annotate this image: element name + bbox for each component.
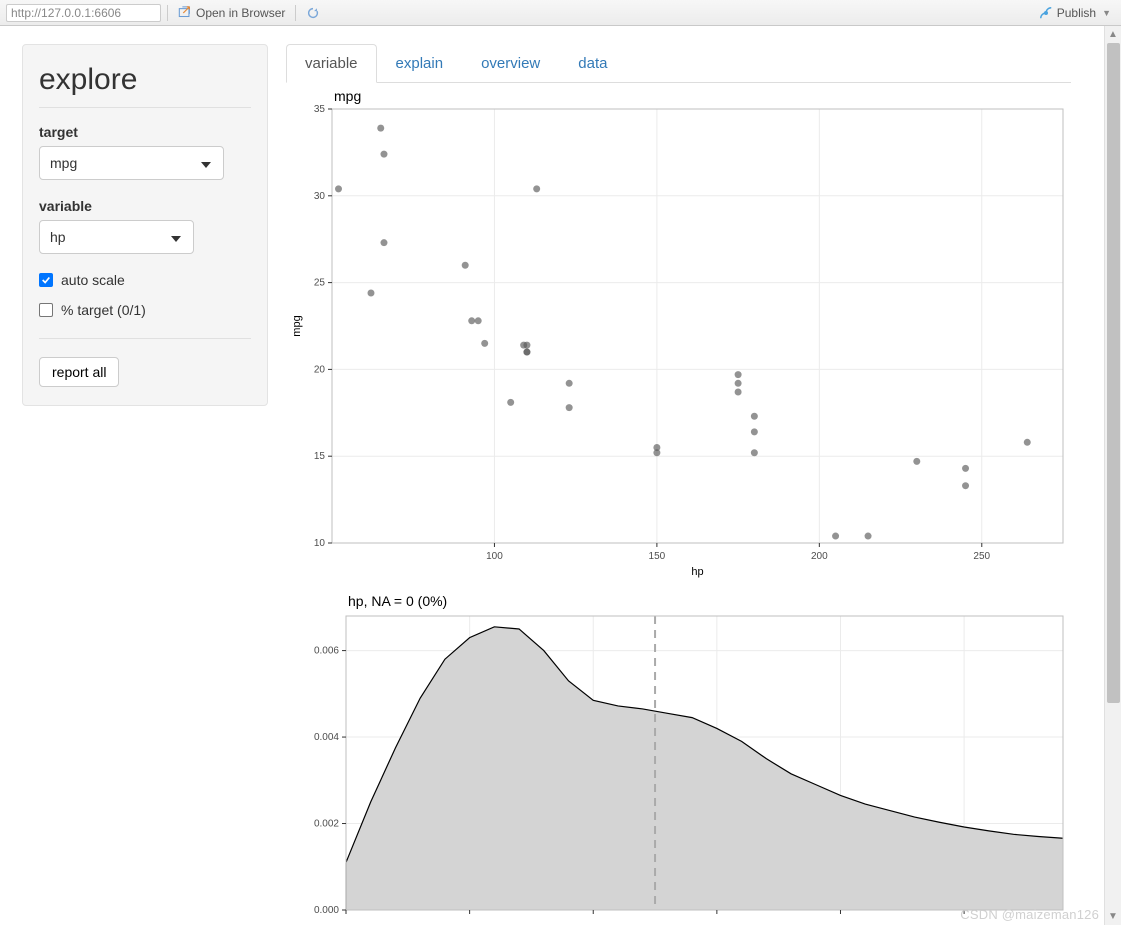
target-select[interactable]: mpg [39,146,224,180]
svg-text:250: 250 [973,551,990,562]
publish-icon [1039,6,1053,20]
toolbar-separator [295,5,296,21]
refresh-icon [306,6,320,20]
target-select-value: mpg [50,155,77,171]
svg-text:0.000: 0.000 [314,905,339,916]
divider [39,107,251,108]
auto-scale-label: auto scale [61,272,125,288]
sidebar-panel: explore target mpg variable hp [22,44,268,406]
auto-scale-checkbox-row[interactable]: auto scale [39,272,251,288]
scroll-thumb[interactable] [1107,43,1120,703]
main-panel: variableexplainoverviewdata mpg 10 15 20 25 3… [286,44,1096,921]
tab-bar: variableexplainoverviewdata [286,44,1071,83]
pct-target-checkbox-row[interactable]: % target (0/1) [39,302,251,318]
tab-data[interactable]: data [559,44,626,83]
svg-text:mpg: mpg [291,315,303,336]
scroll-down-icon[interactable]: ▼ [1105,908,1121,925]
publish-label: Publish [1057,6,1096,20]
checkbox-unchecked-icon [39,303,53,317]
tab-variable[interactable]: variable [286,44,377,83]
sidebar-title: explore [39,63,251,97]
publish-button[interactable]: Publish ▼ [1035,2,1115,24]
svg-text:25: 25 [314,278,326,289]
url-field[interactable]: http://127.0.0.1:6606 [6,4,161,22]
svg-text:30: 30 [314,191,326,202]
svg-text:150: 150 [649,551,666,562]
svg-text:0.002: 0.002 [314,819,339,830]
svg-text:hp: hp [691,566,703,578]
tab-overview[interactable]: overview [462,44,559,83]
target-label: target [39,124,251,140]
variable-label: variable [39,198,251,214]
browser-icon [178,6,192,20]
svg-text:mpg: mpg [334,88,361,104]
chevron-down-icon [201,155,211,171]
refresh-button[interactable] [302,2,324,24]
svg-text:35: 35 [314,104,326,115]
divider [39,338,251,339]
report-all-button[interactable]: report all [39,357,119,387]
scroll-up-icon[interactable]: ▲ [1105,26,1121,43]
pct-target-label: % target (0/1) [61,302,146,318]
svg-text:0.004: 0.004 [314,732,339,743]
svg-text:10: 10 [314,538,326,549]
svg-text:15: 15 [314,451,326,462]
svg-text:100: 100 [486,551,503,562]
chevron-down-icon: ▼ [1102,8,1111,18]
svg-text:200: 200 [811,551,828,562]
checkbox-checked-icon [39,273,53,287]
chevron-down-icon [171,229,181,245]
viewer-toolbar: http://127.0.0.1:6606 Open in Browser Pu… [0,0,1121,26]
svg-text:hp, NA = 0 (0%): hp, NA = 0 (0%) [348,593,447,609]
open-in-browser-label: Open in Browser [196,6,285,20]
variable-select-value: hp [50,229,66,245]
density-plot: hp, NA = 0 (0%) 0.000 0.002 0.004 0.006 [286,588,1071,921]
scatter-plot: mpg 10 15 20 25 30 35 100 150 200 250 hp mpg [286,85,1071,588]
scrollbar[interactable]: ▲ ▼ [1104,26,1121,925]
svg-text:20: 20 [314,364,326,375]
tab-explain[interactable]: explain [377,44,463,83]
toolbar-separator [167,5,168,21]
open-in-browser-button[interactable]: Open in Browser [174,2,289,24]
variable-select[interactable]: hp [39,220,194,254]
svg-text:0.006: 0.006 [314,646,339,657]
